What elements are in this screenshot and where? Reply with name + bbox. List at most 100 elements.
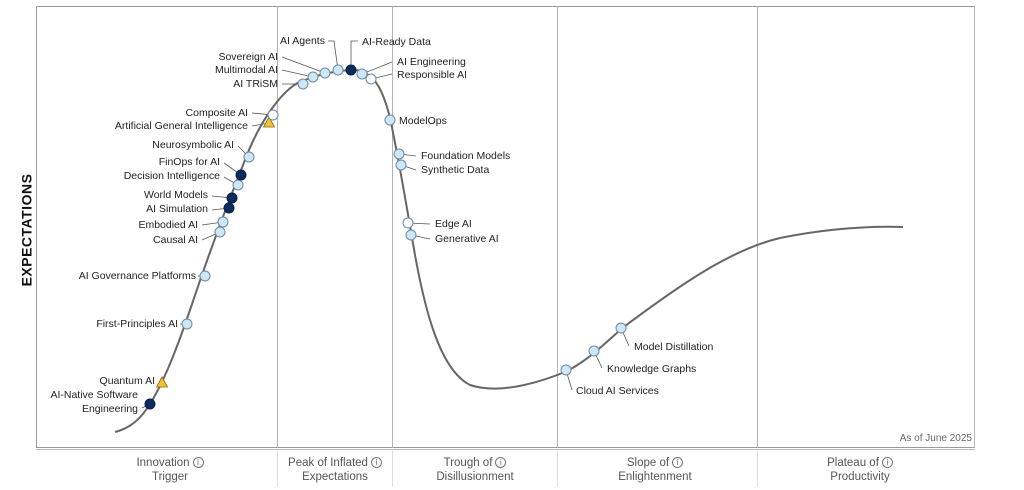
phase-axis bbox=[36, 449, 975, 490]
light-circle-marker bbox=[297, 78, 309, 90]
phase-divider bbox=[392, 6, 393, 448]
phase-label-line2: Expectations bbox=[302, 471, 368, 483]
light-circle-marker bbox=[588, 345, 600, 357]
info-icon[interactable]: i bbox=[370, 457, 382, 468]
marker-label: Artificial General Intelligence bbox=[115, 120, 248, 132]
marker-first-principles-ai[interactable]: First-Principles AI bbox=[96, 318, 193, 330]
marker-world-models[interactable]: World Models bbox=[144, 189, 238, 204]
marker-ai-agents[interactable]: AI Agents bbox=[280, 35, 344, 76]
marker-multimodal-ai[interactable]: Multimodal AI bbox=[215, 64, 319, 83]
marker-ai-governance-platforms[interactable]: AI Governance Platforms bbox=[79, 270, 211, 282]
marker-modelops[interactable]: ModelOps bbox=[384, 114, 447, 127]
phase-separator bbox=[757, 451, 758, 487]
hype-curve bbox=[114, 68, 904, 433]
marker-generative-ai[interactable]: Generative AI bbox=[405, 229, 499, 245]
marker-finops-for-ai[interactable]: FinOps for AI bbox=[159, 156, 247, 181]
marker-label: AI-Ready Data bbox=[362, 36, 431, 48]
marker-edge-ai[interactable]: Edge AI bbox=[402, 217, 472, 230]
phase-label-line1: Plateau of bbox=[827, 457, 879, 469]
phase-label-line2: Trigger bbox=[152, 471, 188, 483]
marker-ai-simulation[interactable]: AI Simulation bbox=[146, 202, 235, 215]
phase-separator bbox=[277, 451, 278, 487]
white-circle-marker bbox=[402, 217, 414, 229]
light-circle-marker bbox=[232, 179, 244, 191]
marker-label: Edge AI bbox=[435, 218, 472, 230]
light-circle-marker bbox=[214, 226, 226, 238]
phase-divider bbox=[557, 6, 558, 448]
marker-label: World Models bbox=[144, 189, 208, 201]
marker-label: AI TRiSM bbox=[233, 78, 278, 90]
light-circle-marker bbox=[307, 71, 319, 83]
marker-label: Embodied AI bbox=[138, 219, 198, 231]
leader-line bbox=[281, 56, 326, 74]
phase-label-line2: Disillusionment bbox=[436, 471, 514, 483]
phase-separator bbox=[557, 451, 558, 487]
dark-circle-marker bbox=[226, 192, 238, 204]
marker-label: First-Principles AI bbox=[96, 318, 178, 330]
phase-divider bbox=[757, 6, 758, 448]
marker-artificial-general-intelligence[interactable]: Artificial General Intelligence bbox=[115, 116, 276, 132]
triangle-marker bbox=[155, 376, 169, 388]
marker-synthetic-data[interactable]: Synthetic Data bbox=[395, 159, 489, 176]
marker-cloud-ai-services[interactable]: Cloud AI Services bbox=[560, 364, 659, 397]
marker-label: AI-Native Software Engineering bbox=[50, 389, 138, 415]
marker-label: Foundation Models bbox=[421, 150, 510, 162]
marker-sovereign-ai[interactable]: Sovereign AI bbox=[218, 51, 331, 79]
phase-label-line2: Productivity bbox=[830, 471, 890, 483]
marker-ai-ready-data[interactable]: AI-Ready Data bbox=[345, 36, 431, 76]
marker-causal-ai[interactable]: Causal AI bbox=[153, 226, 226, 246]
marker-responsible-ai[interactable]: Responsible AI bbox=[365, 69, 467, 85]
marker-label: FinOps for AI bbox=[159, 156, 220, 168]
phase-label-line1: Peak of Inflated bbox=[288, 457, 368, 469]
leader-line bbox=[350, 40, 358, 70]
marker-ai-trism[interactable]: AI TRiSM bbox=[233, 78, 309, 90]
marker-label: AI Governance Platforms bbox=[79, 270, 196, 282]
info-icon[interactable]: i bbox=[192, 457, 204, 468]
marker-model-distillation[interactable]: Model Distillation bbox=[615, 322, 714, 353]
phase-plateau-of-productivity: Plateau of i Productivity bbox=[800, 456, 920, 484]
dark-circle-marker bbox=[144, 398, 156, 410]
light-circle-marker bbox=[332, 64, 344, 76]
dark-circle-marker bbox=[345, 64, 357, 76]
marker-composite-ai[interactable]: Composite AI bbox=[186, 107, 279, 121]
info-icon[interactable]: i bbox=[495, 457, 507, 468]
phase-label-line1: Slope of bbox=[626, 457, 670, 469]
white-circle-marker bbox=[365, 73, 377, 85]
info-icon[interactable]: i bbox=[881, 457, 893, 468]
phase-innovation-trigger: Innovation i Trigger bbox=[110, 456, 230, 484]
light-circle-marker bbox=[384, 114, 396, 126]
as-of-date: As of June 2025 bbox=[899, 433, 972, 444]
marker-label: Knowledge Graphs bbox=[607, 363, 696, 375]
phase-trough-of-disillusionment: Trough of i Disillusionment bbox=[415, 456, 535, 484]
white-circle-marker bbox=[267, 109, 279, 121]
marker-ai-native-software-engineering[interactable]: AI-Native Software Engineering bbox=[50, 389, 156, 415]
marker-label: AI Engineering bbox=[397, 56, 466, 68]
marker-label: Cloud AI Services bbox=[576, 385, 659, 397]
dark-circle-marker bbox=[235, 169, 247, 181]
marker-knowledge-graphs[interactable]: Knowledge Graphs bbox=[588, 345, 696, 375]
light-circle-marker bbox=[199, 270, 211, 282]
triangle-marker bbox=[262, 116, 276, 128]
phase-label-line1: Trough of bbox=[443, 457, 493, 469]
light-circle-marker bbox=[393, 148, 405, 160]
marker-label: Decision Intelligence bbox=[124, 170, 220, 182]
light-circle-marker bbox=[560, 364, 572, 376]
marker-foundation-models[interactable]: Foundation Models bbox=[393, 148, 510, 162]
marker-neurosymbolic-ai[interactable]: Neurosymbolic AI bbox=[152, 139, 255, 163]
marker-decision-intelligence[interactable]: Decision Intelligence bbox=[124, 170, 244, 191]
marker-quantum-ai[interactable]: Quantum AI bbox=[100, 375, 169, 388]
marker-label: Quantum AI bbox=[100, 375, 155, 387]
info-icon[interactable]: i bbox=[672, 457, 684, 468]
light-circle-marker bbox=[181, 318, 193, 330]
marker-ai-engineering[interactable]: AI Engineering bbox=[356, 56, 466, 80]
marker-label: Causal AI bbox=[153, 234, 198, 246]
marker-label: AI Agents bbox=[280, 35, 325, 47]
dark-circle-marker bbox=[223, 202, 235, 214]
marker-embodied-ai[interactable]: Embodied AI bbox=[138, 216, 229, 231]
marker-label: Generative AI bbox=[435, 233, 499, 245]
light-circle-marker bbox=[615, 322, 627, 334]
phase-label-line2: Enlightenment bbox=[618, 471, 692, 483]
marker-label: Model Distillation bbox=[634, 341, 714, 353]
phase-label-line1: Innovation bbox=[136, 457, 190, 469]
